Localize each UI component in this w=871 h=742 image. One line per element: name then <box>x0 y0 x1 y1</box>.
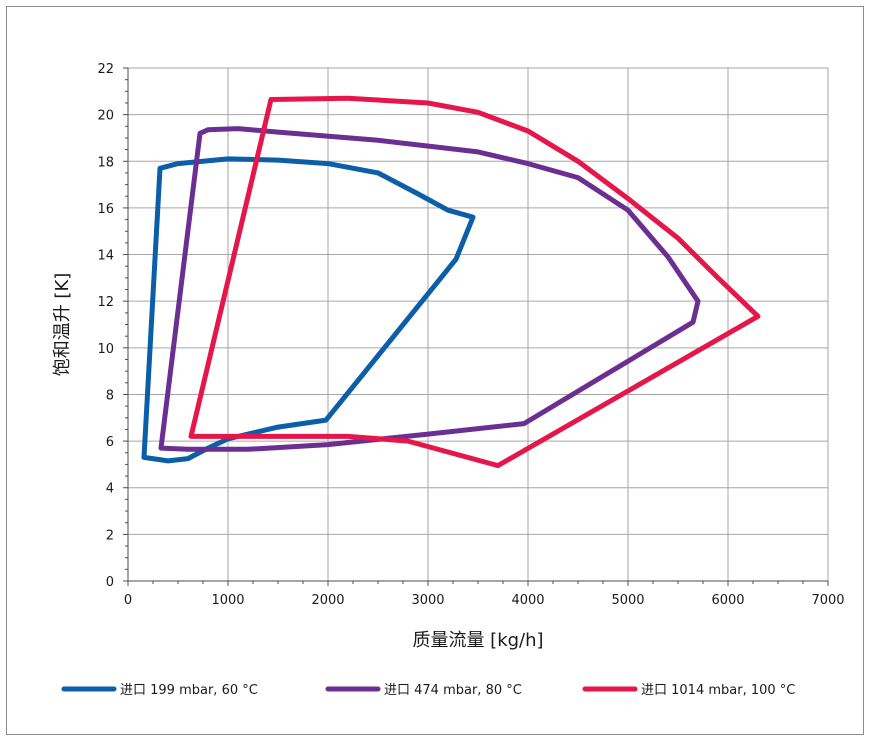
y-tick-label: 12 <box>97 295 114 310</box>
y-tick-label: 18 <box>97 155 114 170</box>
y-tick-label: 6 <box>106 435 114 450</box>
grid <box>127 67 829 582</box>
y-tick-label: 8 <box>106 388 114 403</box>
y-tick-label: 2 <box>106 528 114 543</box>
series-line-2 <box>188 95 761 469</box>
series-group <box>141 95 761 469</box>
legend-label-2: 进口 1014 mbar, 100 °C <box>641 683 795 698</box>
x-tick-label: 0 <box>124 593 132 608</box>
legend-label-1: 进口 474 mbar, 80 °C <box>384 683 522 698</box>
y-tick-label: 20 <box>97 109 114 124</box>
y-tick-label: 4 <box>106 482 114 497</box>
chart-frame <box>6 6 864 735</box>
y-tick-label: 10 <box>97 342 114 357</box>
y-tick-label: 22 <box>97 62 114 77</box>
x-tick-label: 2000 <box>311 593 344 608</box>
x-axis-title: 质量流量 [kg/h] <box>412 630 543 651</box>
y-tick-label: 16 <box>97 202 114 217</box>
x-tick-label: 5000 <box>611 593 644 608</box>
x-tick-label: 7000 <box>811 593 844 608</box>
tick-labels: 0 1000 2000 3000 4000 5000 6000 7000 0 2 4 6 8 10 12 14… <box>97 62 844 608</box>
y-axis-title: 饱和温升 [K] <box>52 273 73 377</box>
y-tick-label: 0 <box>106 575 114 590</box>
x-tick-label: 6000 <box>711 593 744 608</box>
y-tick-label: 14 <box>97 249 114 264</box>
x-tick-label: 3000 <box>411 593 444 608</box>
series-line-1 <box>158 126 701 452</box>
legend: 进口 199 mbar, 60 °C 进口 474 mbar, 80 °C 进口… <box>61 683 795 698</box>
axes <box>123 67 829 586</box>
x-tick-label: 1000 <box>211 593 244 608</box>
legend-label-0: 进口 199 mbar, 60 °C <box>120 683 258 698</box>
x-tick-label: 4000 <box>511 593 544 608</box>
